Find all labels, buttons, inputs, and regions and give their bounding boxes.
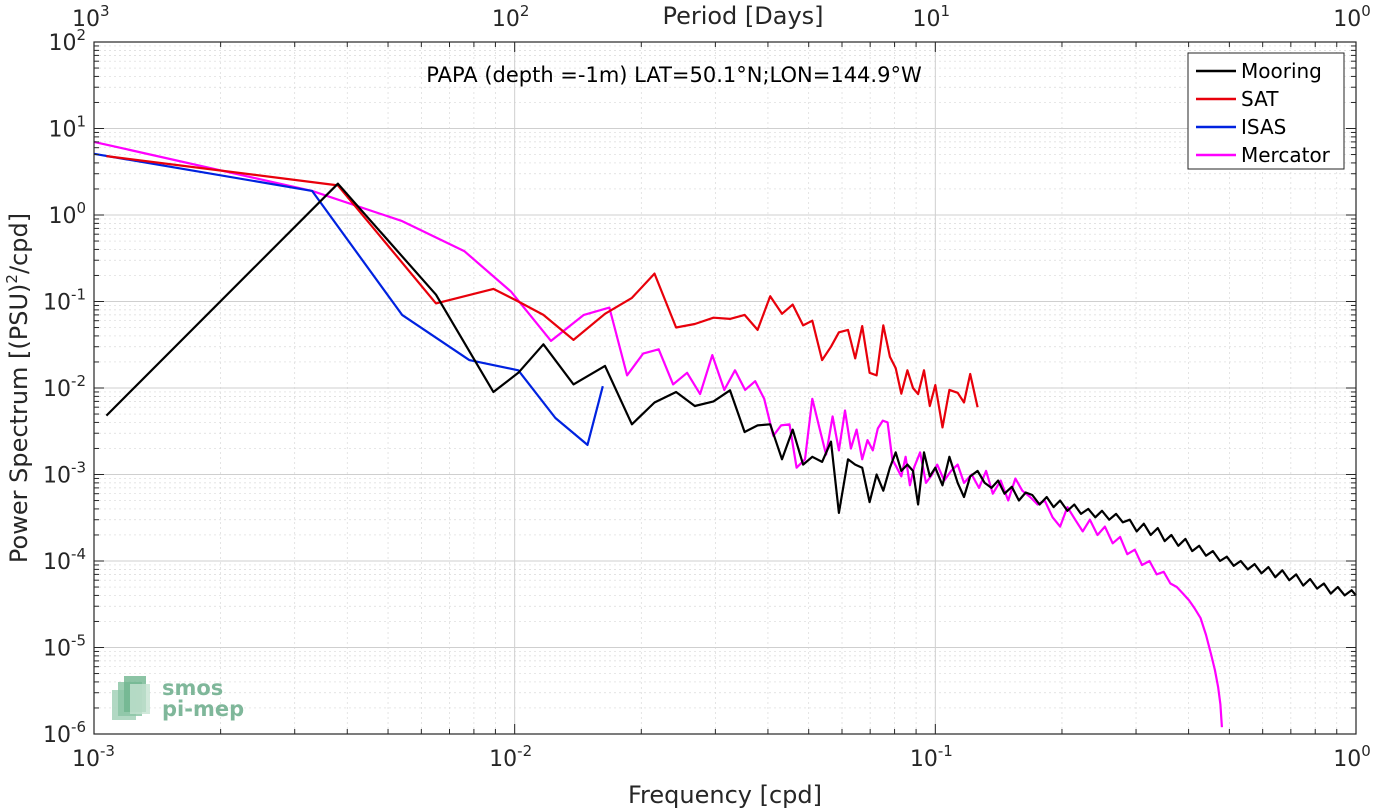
top-tick-label: 102 bbox=[492, 2, 530, 32]
y-tick-label: 10-2 bbox=[43, 372, 86, 402]
y-axis-label-sup: 2 bbox=[3, 274, 21, 284]
y-tick-label-exponent: -3 bbox=[71, 459, 86, 477]
series-line-sat bbox=[106, 155, 979, 429]
tick-marks bbox=[93, 41, 1357, 735]
y-tick-label-base: 10 bbox=[43, 464, 71, 489]
y-tick-label: 102 bbox=[48, 26, 86, 56]
series-line-mooring bbox=[105, 182, 1357, 597]
y-tick-label: 101 bbox=[48, 113, 86, 143]
top-tick-label: 100 bbox=[1333, 2, 1371, 32]
y-tick-label-base: 10 bbox=[43, 637, 71, 662]
y-tick-label-exponent: -4 bbox=[71, 545, 86, 563]
logo-text-line1: smos bbox=[162, 676, 223, 700]
top-tick-label-base: 10 bbox=[1333, 7, 1361, 32]
top-tick-label-base: 10 bbox=[913, 7, 941, 32]
chart-title: PAPA (depth =-1m) LAT=50.1°N;LON=144.9°W bbox=[426, 63, 922, 87]
x-tick-label: 100 bbox=[1333, 742, 1371, 772]
top-tick-label-exponent: 0 bbox=[1361, 2, 1371, 20]
legend-box bbox=[1187, 52, 1345, 170]
legend: Mooring SAT ISAS Mercator bbox=[1187, 52, 1345, 170]
top-tick-label-base: 10 bbox=[492, 7, 520, 32]
series-line-isas bbox=[93, 152, 604, 446]
x-tick-label: 10-3 bbox=[72, 742, 115, 772]
y-tick-label-exponent: 1 bbox=[76, 113, 86, 131]
x-axis-label: Frequency [cpd] bbox=[628, 781, 822, 809]
y-tick-label-exponent: 2 bbox=[76, 26, 86, 44]
x-tick-label-exponent: -2 bbox=[517, 742, 532, 760]
top-tick-label: 103 bbox=[72, 2, 110, 32]
y-tick-label-exponent: -5 bbox=[71, 632, 86, 650]
legend-label-mooring: Mooring bbox=[1241, 59, 1322, 83]
y-tick-label-base: 10 bbox=[43, 377, 71, 402]
x-tick-labels: 10-3 10-2 10-1 100 bbox=[72, 742, 1371, 772]
y-tick-label-base: 10 bbox=[48, 204, 76, 229]
y-tick-label-base: 10 bbox=[43, 291, 71, 316]
x-tick-label-exponent: -1 bbox=[938, 742, 953, 760]
y-tick-label: 10-5 bbox=[43, 632, 86, 662]
y-tick-label-exponent: -1 bbox=[71, 286, 86, 304]
x-tick-label-base: 10 bbox=[1333, 747, 1361, 772]
y-axis-label-prefix: Power Spectrum [(PSU) bbox=[5, 284, 33, 563]
top-axis-label: Period [Days] bbox=[662, 2, 823, 30]
y-tick-label-base: 10 bbox=[43, 723, 71, 748]
legend-label-mercator: Mercator bbox=[1241, 143, 1331, 167]
y-tick-label-exponent: -2 bbox=[71, 372, 86, 390]
top-tick-labels: 103 102 101 100 bbox=[72, 2, 1371, 32]
top-tick-label-exponent: 1 bbox=[941, 2, 951, 20]
top-tick-label-exponent: 2 bbox=[520, 2, 530, 20]
y-tick-label: 10-1 bbox=[43, 286, 86, 316]
y-tick-label: 100 bbox=[48, 199, 86, 229]
y-tick-label: 10-3 bbox=[43, 459, 86, 489]
x-tick-label-exponent: 0 bbox=[1361, 742, 1371, 760]
top-tick-label: 101 bbox=[913, 2, 951, 32]
legend-label-isas: ISAS bbox=[1241, 115, 1286, 139]
top-tick-label-base: 10 bbox=[72, 7, 100, 32]
y-tick-label: 10-6 bbox=[43, 718, 86, 748]
y-tick-label: 10-4 bbox=[43, 545, 86, 575]
x-tick-label: 10-1 bbox=[910, 742, 953, 772]
y-tick-label-base: 10 bbox=[48, 118, 76, 143]
x-tick-label-base: 10 bbox=[489, 747, 517, 772]
series-layer bbox=[93, 140, 1357, 728]
logo-text-line2: pi-mep bbox=[162, 697, 244, 721]
top-tick-label-exponent: 3 bbox=[100, 2, 110, 20]
y-axis-label-suffix: /cpd] bbox=[5, 213, 33, 274]
legend-label-sat: SAT bbox=[1241, 87, 1279, 111]
x-tick-label: 10-2 bbox=[489, 742, 532, 772]
y-tick-label-base: 10 bbox=[43, 550, 71, 575]
y-tick-label-exponent: -6 bbox=[71, 718, 86, 736]
y-axis-label: Power Spectrum [(PSU)2/cpd] bbox=[3, 213, 33, 563]
y-tick-label-base: 10 bbox=[48, 31, 76, 56]
x-tick-label-base: 10 bbox=[910, 747, 938, 772]
x-tick-label-exponent: -3 bbox=[100, 742, 115, 760]
y-tick-label-exponent: 0 bbox=[76, 199, 86, 217]
smos-pi-mep-logo: smos pi-mep bbox=[112, 676, 244, 721]
x-tick-label-base: 10 bbox=[72, 747, 100, 772]
